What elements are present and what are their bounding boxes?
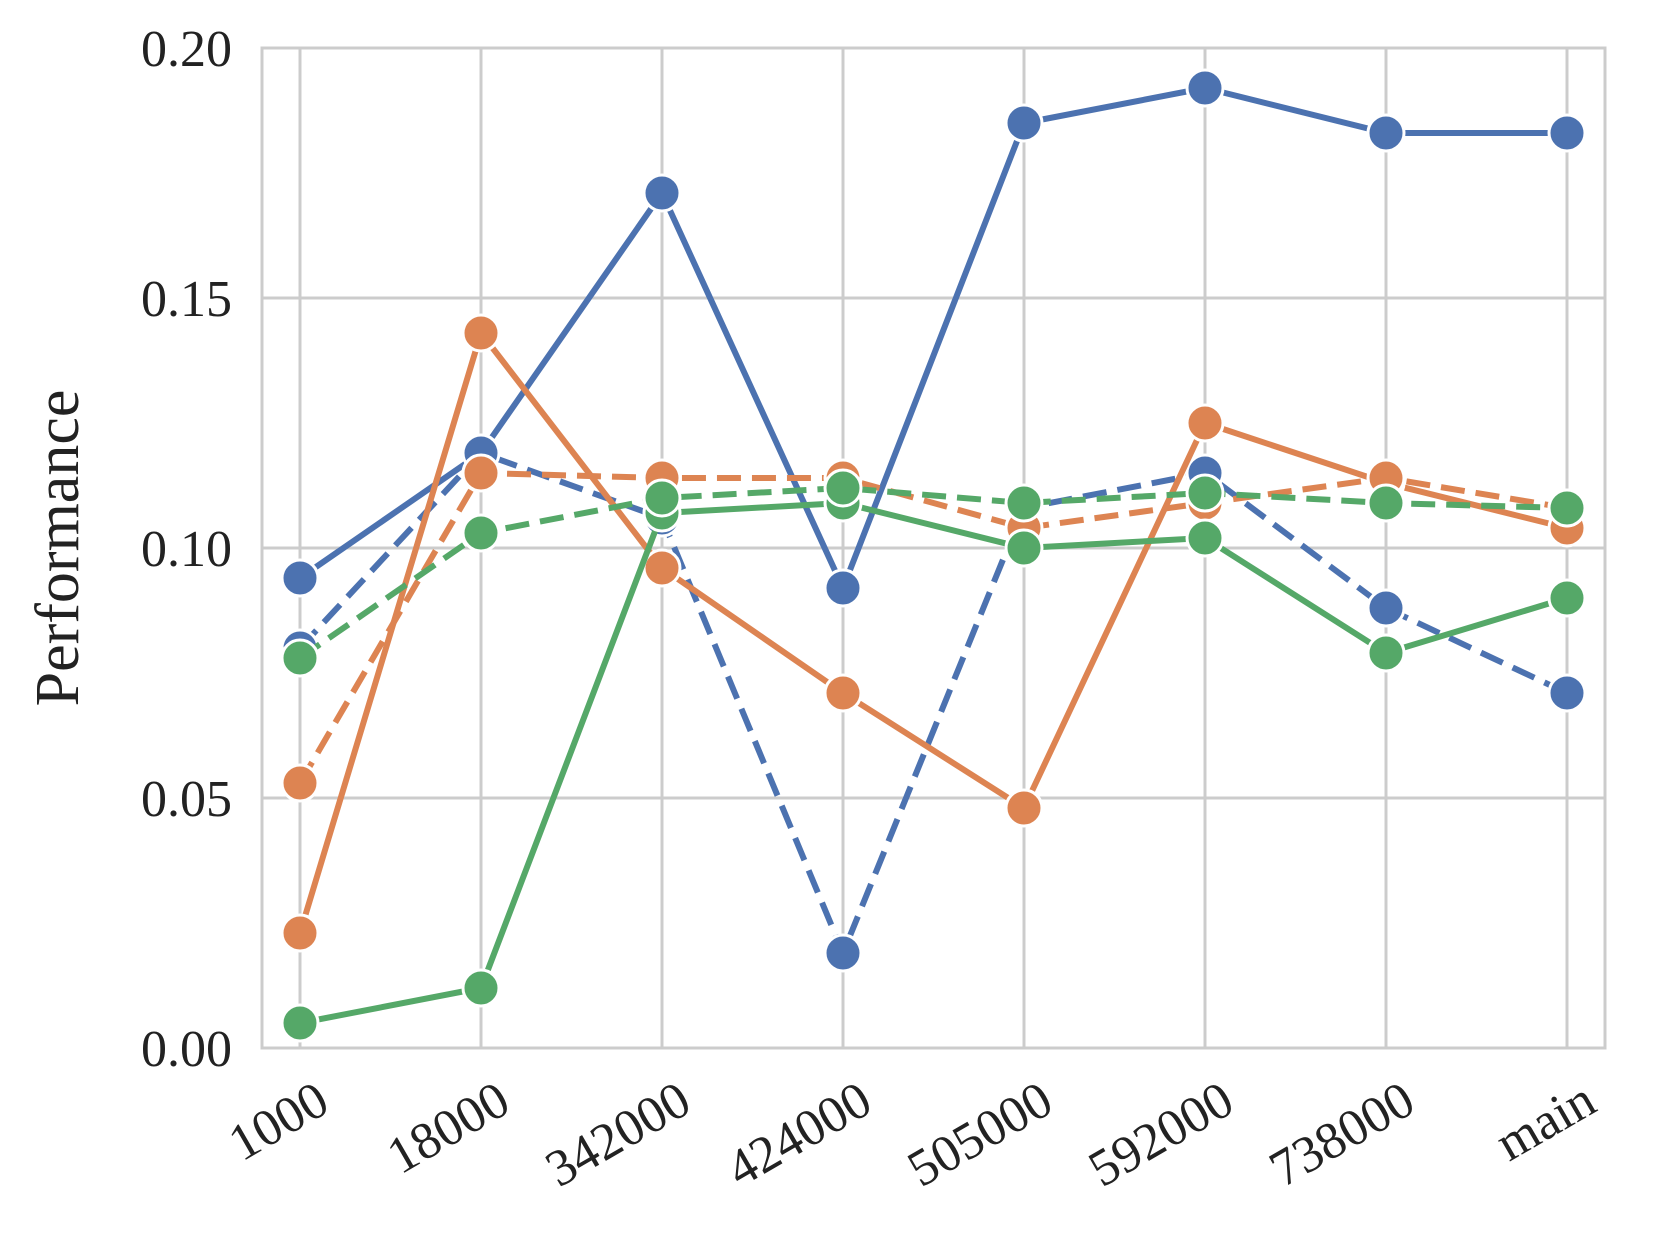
- series-line: [298, 85, 1567, 591]
- series-line: [297, 450, 1569, 956]
- series-6: [280, 468, 1587, 678]
- data-point: [1185, 518, 1225, 558]
- x-tick-label: 592000: [1079, 1071, 1243, 1198]
- x-tick-label: 424000: [717, 1071, 881, 1198]
- x-tick-label: 738000: [1260, 1071, 1424, 1198]
- data-point: [642, 478, 682, 518]
- series-line: [297, 470, 1568, 785]
- x-tick-label: 342000: [536, 1071, 700, 1198]
- series-line: [299, 500, 1568, 1026]
- y-tick-label: 0.00: [141, 1021, 232, 1078]
- series-line: [298, 485, 1568, 661]
- data-point: [1185, 473, 1225, 513]
- data-point: [1004, 788, 1044, 828]
- data-point: [1547, 673, 1587, 713]
- data-point: [823, 568, 863, 608]
- data-point: [1547, 113, 1587, 153]
- data-point: [461, 968, 501, 1008]
- data-point: [461, 313, 501, 353]
- plot-frame: [260, 46, 1607, 1050]
- series-line: [297, 330, 1568, 934]
- data-point: [1547, 578, 1587, 618]
- data-point: [1004, 528, 1044, 568]
- data-point: [280, 913, 320, 953]
- series-3: [280, 313, 1587, 953]
- data-point: [1185, 68, 1225, 108]
- data-point: [1366, 633, 1406, 673]
- data-point: [1366, 113, 1406, 153]
- data-point: [461, 513, 501, 553]
- x-tick-label: 1000: [219, 1071, 338, 1172]
- data-point: [1185, 403, 1225, 443]
- y-tick-label: 0.15: [141, 271, 232, 328]
- data-point: [280, 558, 320, 598]
- data-point: [1004, 483, 1044, 523]
- y-tick-label: 0.20: [141, 21, 232, 78]
- data-point: [280, 638, 320, 678]
- x-tick-label: 18000: [378, 1071, 519, 1185]
- data-point: [1366, 483, 1406, 523]
- data-point: [823, 468, 863, 508]
- data-point: [823, 673, 863, 713]
- y-axis-label: Performance: [24, 390, 92, 707]
- data-point: [1547, 488, 1587, 528]
- data-point: [1366, 588, 1406, 628]
- data-point: [823, 933, 863, 973]
- data-point: [461, 453, 501, 493]
- x-tick-label: 505000: [898, 1071, 1062, 1198]
- data-point: [280, 1003, 320, 1043]
- data-point: [642, 548, 682, 588]
- x-tick-label: main: [1486, 1071, 1605, 1172]
- y-tick-label: 0.05: [141, 771, 232, 828]
- series-layer: [280, 68, 1587, 1043]
- data-point: [642, 173, 682, 213]
- y-tick-label: 0.10: [141, 521, 232, 578]
- series-5: [280, 483, 1587, 1043]
- data-point: [280, 763, 320, 803]
- data-point: [1004, 103, 1044, 143]
